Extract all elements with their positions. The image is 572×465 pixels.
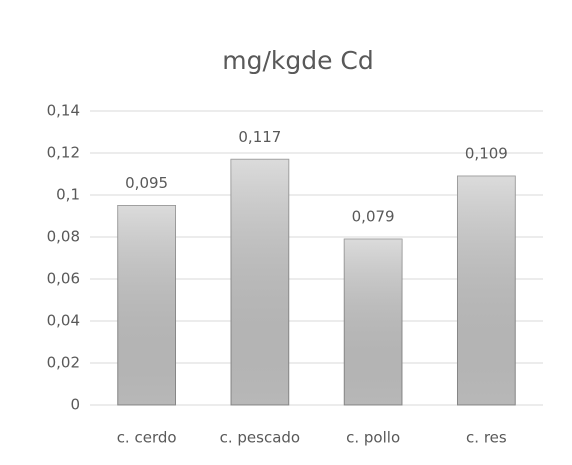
y-tick-label: 0,1 bbox=[56, 186, 80, 204]
x-tick-label: c. res bbox=[466, 429, 507, 447]
bar bbox=[117, 205, 177, 406]
x-tick-label: c. pescado bbox=[220, 429, 301, 447]
data-label: 0,095 bbox=[125, 174, 168, 192]
bar bbox=[456, 175, 516, 406]
y-tick-label: 0,06 bbox=[47, 270, 80, 288]
y-tick-label: 0,08 bbox=[47, 228, 80, 246]
y-tick-label: 0,04 bbox=[47, 312, 80, 330]
data-label: 0,079 bbox=[352, 208, 395, 226]
chart-title: mg/kgde Cd bbox=[222, 46, 374, 75]
y-tick-label: 0 bbox=[70, 396, 80, 414]
y-tick-label: 0,02 bbox=[47, 354, 80, 372]
data-label: 0,117 bbox=[238, 128, 281, 146]
x-tick-label: c. cerdo bbox=[117, 429, 177, 447]
bar bbox=[230, 158, 290, 406]
x-tick-label: c. pollo bbox=[346, 429, 400, 447]
y-tick-label: 0,14 bbox=[47, 102, 80, 120]
bar bbox=[343, 238, 403, 406]
y-tick-label: 0,12 bbox=[47, 144, 80, 162]
data-label: 0,109 bbox=[465, 145, 508, 163]
